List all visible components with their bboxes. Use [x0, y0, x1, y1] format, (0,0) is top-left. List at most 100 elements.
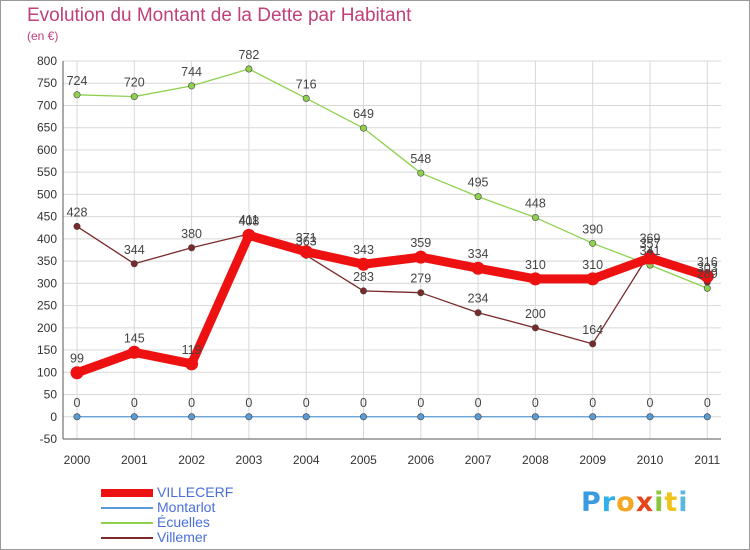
series-line--cuelles	[76, 68, 708, 289]
series-line-villecerf	[72, 230, 712, 378]
data-label--cuelles: 548	[410, 152, 431, 166]
data-point-villecerf	[127, 345, 141, 359]
data-label-villecerf: 145	[124, 331, 145, 345]
data-label-villemer: 344	[124, 243, 145, 257]
data-label-villemer: 380	[181, 227, 202, 241]
data-point--cuelles	[531, 214, 539, 222]
data-point-villemer	[130, 260, 138, 268]
data-point-montarlot	[188, 413, 196, 421]
legend-swatch	[101, 537, 153, 539]
y-tick-label: 200	[37, 321, 57, 335]
data-label-villemer: 303	[697, 261, 718, 275]
data-label--cuelles: 341	[640, 244, 661, 258]
data-label-villecerf: 334	[468, 247, 489, 261]
data-point-villemer	[417, 289, 425, 297]
data-label-villemer: 279	[410, 272, 431, 286]
legend-swatch	[101, 489, 153, 497]
data-label-villemer: 369	[640, 232, 661, 246]
data-label-montarlot: 0	[647, 396, 654, 410]
legend-label: Montarlot	[157, 499, 216, 515]
data-label--cuelles: 724	[67, 74, 88, 88]
data-point-villecerf	[357, 257, 370, 271]
y-tick-label: 750	[37, 76, 57, 90]
y-tick-label: 150	[37, 343, 57, 357]
data-point-montarlot	[417, 413, 425, 421]
data-point--cuelles	[417, 169, 425, 177]
legend-item: Villemer	[101, 529, 341, 545]
x-tick-label: 2008	[522, 453, 549, 467]
legend-label: Villemer	[157, 529, 208, 545]
legend-label: VILLECERF	[157, 484, 234, 500]
data-label--cuelles: 289	[697, 267, 718, 281]
x-tick-label: 2003	[236, 453, 263, 467]
legend-swatch	[101, 507, 153, 509]
y-tick-label: 350	[37, 254, 57, 268]
data-point--cuelles	[703, 284, 711, 292]
data-label-villemer: 428	[67, 205, 88, 219]
data-label-montarlot: 0	[131, 396, 138, 410]
data-label-montarlot: 0	[704, 396, 711, 410]
data-point-montarlot	[245, 413, 253, 421]
y-tick-label: 300	[37, 276, 57, 290]
y-tick-label: 50	[44, 388, 58, 402]
chart-legend: VILLECERF Montarlot Écuelles Villemer	[101, 484, 341, 545]
data-point-montarlot	[73, 413, 81, 421]
data-point-villemer	[531, 324, 539, 332]
data-label-villecerf: 119	[182, 343, 202, 357]
data-point-villecerf	[242, 228, 256, 242]
data-label-montarlot: 0	[245, 396, 252, 410]
data-point-villemer	[73, 222, 81, 230]
data-label-montarlot: 0	[532, 396, 539, 410]
data-point-villemer	[474, 309, 482, 317]
data-point-montarlot	[474, 413, 482, 421]
y-tick-label: 100	[37, 365, 57, 379]
y-tick-label: 450	[37, 210, 57, 224]
data-label-villemer: 164	[582, 323, 603, 337]
data-label-montarlot: 0	[303, 396, 310, 410]
data-label-villecerf: 371	[296, 231, 317, 245]
x-tick-label: 2004	[293, 453, 320, 467]
data-point-montarlot	[531, 413, 539, 421]
data-label--cuelles: 782	[238, 48, 259, 62]
data-label-villecerf: 359	[410, 236, 431, 250]
legend-item: VILLECERF	[101, 484, 341, 500]
data-point--cuelles	[245, 65, 253, 73]
data-point-villecerf	[185, 357, 199, 371]
data-point--cuelles	[302, 94, 310, 102]
data-point--cuelles	[73, 91, 81, 99]
data-point-montarlot	[302, 413, 310, 421]
y-tick-label: 0	[50, 410, 57, 424]
x-tick-label: 2007	[465, 453, 492, 467]
data-label-villemer: 411	[239, 213, 259, 227]
data-label-montarlot: 0	[360, 396, 367, 410]
data-label-montarlot: 0	[417, 396, 424, 410]
x-tick-label: 2001	[121, 453, 148, 467]
data-point-villemer	[188, 244, 196, 252]
x-tick-label: 2006	[407, 453, 434, 467]
data-label--cuelles: 649	[353, 107, 374, 121]
proxiti-logo: Proxiti	[581, 487, 689, 518]
data-label--cuelles: 448	[525, 197, 546, 211]
legend-label: Écuelles	[157, 514, 210, 530]
data-label-montarlot: 0	[74, 396, 81, 410]
y-tick-label: 600	[37, 143, 57, 157]
data-label-villemer: 283	[353, 270, 374, 284]
data-point-villemer	[359, 287, 367, 295]
legend-swatch	[101, 522, 153, 524]
y-tick-label: 800	[37, 54, 57, 68]
data-point--cuelles	[130, 93, 138, 101]
x-tick-label: 2005	[350, 453, 377, 467]
data-point-villecerf	[700, 269, 714, 283]
data-point-montarlot	[130, 413, 138, 421]
y-tick-label: -50	[40, 432, 58, 446]
data-point-montarlot	[589, 413, 597, 421]
chart-title: Evolution du Montant de la Dette par Hab…	[27, 5, 412, 26]
data-label-villemer: 234	[468, 292, 489, 306]
y-tick-label: 550	[37, 165, 57, 179]
y-tick-label: 500	[37, 187, 57, 201]
plot-area	[63, 61, 721, 439]
data-point-montarlot	[646, 413, 654, 421]
data-label--cuelles: 495	[468, 176, 489, 190]
data-label-villecerf: 99	[70, 352, 84, 366]
series-line-villemer	[76, 225, 708, 345]
